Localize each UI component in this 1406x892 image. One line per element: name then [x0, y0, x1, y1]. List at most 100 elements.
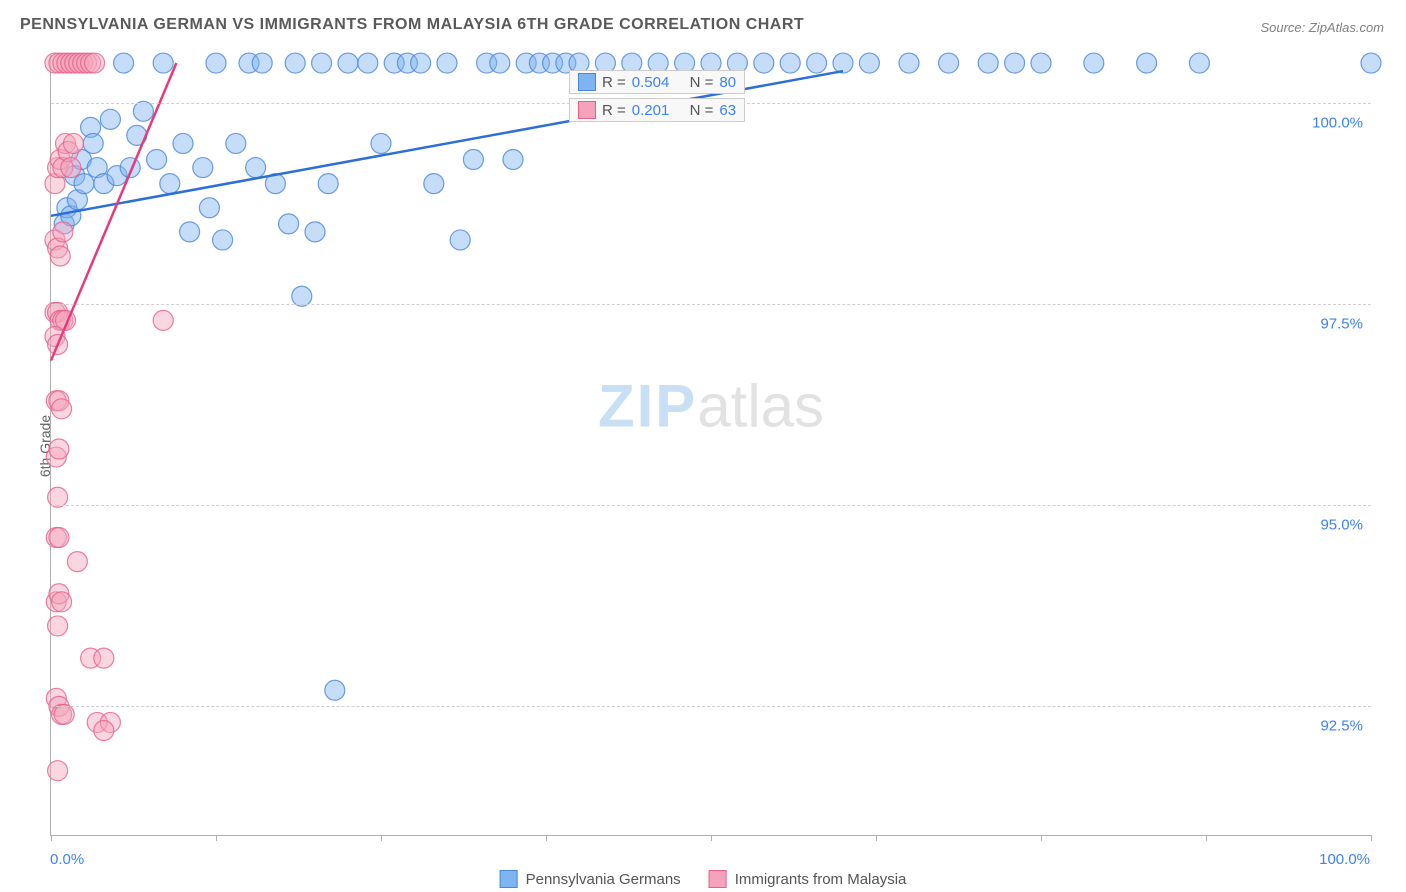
x-tick — [51, 835, 52, 841]
scatter-point — [63, 133, 83, 153]
scatter-point — [312, 53, 332, 73]
y-tick-label: 95.0% — [1320, 517, 1363, 534]
x-tick — [876, 835, 877, 841]
legend-label: Immigrants from Malaysia — [735, 871, 907, 888]
scatter-point — [67, 552, 87, 572]
r-value: 0.201 — [632, 102, 670, 119]
scatter-point — [53, 222, 73, 242]
gridline-h — [51, 505, 1371, 506]
scatter-point — [48, 616, 68, 636]
scatter-point — [437, 53, 457, 73]
x-axis-min-label: 0.0% — [50, 851, 84, 868]
legend-swatch — [500, 870, 518, 888]
scatter-point — [48, 761, 68, 781]
scatter-point — [411, 53, 431, 73]
scatter-point — [54, 704, 74, 724]
scatter-point — [424, 174, 444, 194]
scatter-point — [94, 720, 114, 740]
scatter-point — [173, 133, 193, 153]
scatter-point — [1005, 53, 1025, 73]
series-swatch — [578, 101, 596, 119]
n-value: 63 — [719, 102, 736, 119]
scatter-point — [325, 680, 345, 700]
bottom-legend: Pennsylvania Germans Immigrants from Mala… — [500, 870, 907, 888]
r-label: R = — [602, 74, 626, 91]
r-value: 0.504 — [632, 74, 670, 91]
chart-svg — [51, 55, 1371, 835]
legend-item: Pennsylvania Germans — [500, 870, 681, 888]
x-tick — [1206, 835, 1207, 841]
correlation-info-box: R = 0.504 N = 80 — [569, 70, 745, 94]
scatter-point — [52, 592, 72, 612]
gridline-h — [51, 706, 1371, 707]
scatter-point — [252, 53, 272, 73]
y-tick-label: 97.5% — [1320, 316, 1363, 333]
scatter-point — [85, 53, 105, 73]
x-tick — [1371, 835, 1372, 841]
chart-container: PENNSYLVANIA GERMAN VS IMMIGRANTS FROM M… — [0, 0, 1406, 892]
scatter-point — [199, 198, 219, 218]
scatter-point — [226, 133, 246, 153]
x-tick — [1041, 835, 1042, 841]
scatter-point — [49, 527, 69, 547]
scatter-point — [133, 101, 153, 121]
chart-source: Source: ZipAtlas.com — [1260, 20, 1384, 35]
scatter-point — [450, 230, 470, 250]
gridline-h — [51, 304, 1371, 305]
scatter-point — [153, 53, 173, 73]
scatter-point — [358, 53, 378, 73]
n-value: 80 — [719, 74, 736, 91]
legend-label: Pennsylvania Germans — [526, 871, 681, 888]
plot-area: ZIPatlas 92.5%95.0%97.5%100.0%R = 0.504 … — [50, 55, 1371, 836]
y-tick-label: 92.5% — [1320, 718, 1363, 735]
scatter-point — [939, 53, 959, 73]
scatter-point — [246, 158, 266, 178]
x-tick — [546, 835, 547, 841]
scatter-point — [1361, 53, 1381, 73]
x-tick — [216, 835, 217, 841]
scatter-point — [463, 150, 483, 170]
scatter-point — [1084, 53, 1104, 73]
scatter-point — [292, 286, 312, 306]
scatter-point — [160, 174, 180, 194]
scatter-point — [503, 150, 523, 170]
scatter-point — [114, 53, 134, 73]
scatter-point — [490, 53, 510, 73]
scatter-point — [206, 53, 226, 73]
scatter-point — [48, 487, 68, 507]
scatter-point — [74, 174, 94, 194]
scatter-point — [213, 230, 233, 250]
scatter-point — [1189, 53, 1209, 73]
r-label: R = — [602, 102, 626, 119]
scatter-point — [279, 214, 299, 234]
scatter-point — [338, 53, 358, 73]
scatter-point — [153, 310, 173, 330]
n-label: N = — [690, 74, 714, 91]
scatter-point — [807, 53, 827, 73]
scatter-point — [83, 133, 103, 153]
chart-title: PENNSYLVANIA GERMAN VS IMMIGRANTS FROM M… — [20, 16, 804, 34]
scatter-point — [193, 158, 213, 178]
scatter-point — [305, 222, 325, 242]
scatter-point — [49, 439, 69, 459]
legend-item: Immigrants from Malaysia — [709, 870, 907, 888]
scatter-point — [1137, 53, 1157, 73]
scatter-point — [61, 158, 81, 178]
scatter-point — [833, 53, 853, 73]
y-tick-label: 100.0% — [1312, 115, 1363, 132]
x-axis-max-label: 100.0% — [1319, 851, 1370, 868]
scatter-point — [50, 246, 70, 266]
scatter-point — [180, 222, 200, 242]
scatter-point — [859, 53, 879, 73]
scatter-point — [371, 133, 391, 153]
correlation-info-box: R = 0.201 N = 63 — [569, 98, 745, 122]
x-tick — [381, 835, 382, 841]
scatter-point — [978, 53, 998, 73]
n-label: N = — [690, 102, 714, 119]
x-tick — [711, 835, 712, 841]
series-swatch — [578, 73, 596, 91]
scatter-point — [318, 174, 338, 194]
scatter-point — [899, 53, 919, 73]
scatter-point — [1031, 53, 1051, 73]
scatter-point — [94, 648, 114, 668]
